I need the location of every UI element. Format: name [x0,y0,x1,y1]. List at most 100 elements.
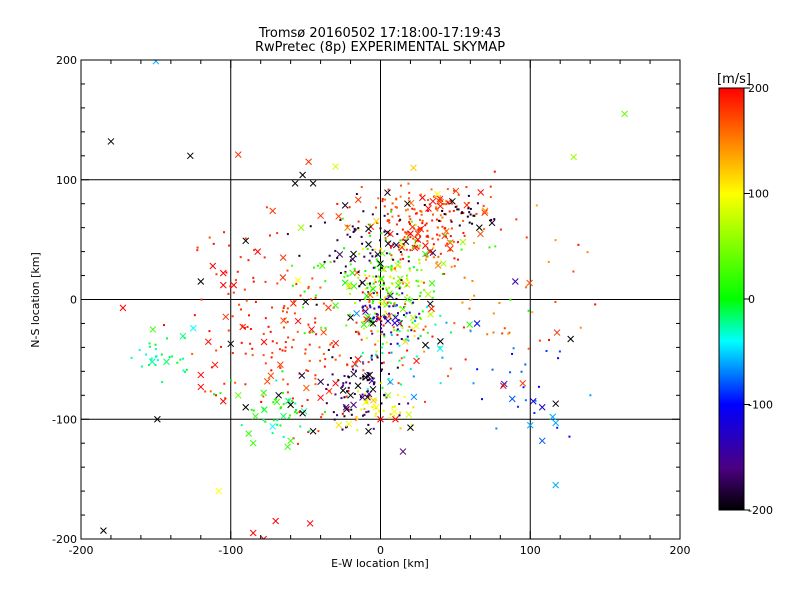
data-point-dot [287,336,290,339]
data-point-cross [434,262,442,269]
data-point-dot [367,361,370,364]
data-point-dot [269,330,272,333]
data-point-dot [368,259,371,262]
data-point-dot [460,212,463,215]
data-point-cross [342,403,350,411]
data-point-dot [392,305,395,308]
data-point-dot [352,230,355,233]
data-point-dot [334,393,337,396]
data-point-dot [382,283,385,286]
data-point-cross [481,209,489,216]
data-point-dot [449,219,452,222]
data-point-cross [552,400,560,408]
data-point-dot [168,356,171,359]
data-point-cross [377,276,385,284]
data-point-dot [324,358,327,361]
data-point-cross [285,397,292,405]
data-point-dot [396,333,399,336]
data-point-dot [417,228,420,231]
data-point-dot [333,260,336,263]
data-point-dot [412,266,415,269]
data-point-dot [396,393,399,396]
data-point-cross [309,179,317,187]
data-point-dot [388,312,391,315]
data-point-dot [314,377,317,380]
data-point-cross [365,241,372,248]
data-point-dot [210,366,213,369]
data-point-dot [361,242,364,245]
data-point-dot [357,276,360,279]
data-point-dot [381,330,384,333]
data-point-dot [471,222,474,225]
data-point-dot [446,242,449,245]
data-point-cross [209,262,217,270]
data-point-dot [361,291,364,294]
data-point-dot [385,297,388,300]
data-point-dot [380,232,383,235]
data-point-dot [243,288,246,291]
data-point-dot [386,220,389,223]
data-point-dot [414,319,417,322]
data-point-dot [413,245,416,248]
data-point-cross [392,241,400,249]
data-point-dot [355,364,358,367]
data-point-dot [312,266,315,269]
data-point-dot [224,397,227,400]
data-point-dot [489,185,492,188]
data-point-dot [171,355,174,358]
data-point-dot [376,313,379,316]
data-point-dot [403,356,406,359]
data-point-dot [395,206,398,209]
data-point-dot [419,193,422,196]
data-point-dot [358,285,361,288]
data-point-cross [424,290,432,298]
data-point-dot [264,280,267,283]
data-point-dot [307,431,310,434]
data-point-dot [449,199,452,202]
data-point-dot [406,236,409,239]
data-point-dot [314,374,317,377]
data-point-cross [279,274,287,281]
data-point-dot [374,397,377,400]
data-point-dot [196,246,199,249]
data-point-cross [409,314,417,322]
data-point-dot [349,263,352,266]
data-point-dot [416,212,419,215]
data-point-dot [276,282,279,285]
colorbar [718,87,745,511]
data-point-dot [398,219,401,222]
data-point-dot [311,331,314,334]
data-point-dot [372,300,375,303]
data-point-dot [469,330,472,333]
data-point-dot [376,221,379,224]
data-point-dot [323,221,326,224]
data-point-dot [416,229,419,232]
data-point-dot [284,346,287,349]
data-point-dot [253,249,256,252]
data-point-dot [228,244,231,247]
data-point-dot [425,222,428,225]
data-point-dot [380,402,383,405]
data-point-dot [308,343,311,346]
data-point-dot [368,304,371,307]
data-point-dot [293,300,296,303]
data-point-cross [294,276,302,284]
data-point-dot [534,399,537,402]
data-point-dot [412,375,415,378]
data-point-dot [375,412,378,415]
data-point-cross [549,413,557,421]
data-point-cross [398,244,406,251]
data-point-dot [451,202,454,205]
data-point-dot [366,379,369,382]
data-point-cross [475,224,483,232]
data-point-dot [399,383,402,386]
data-point-dot [417,247,420,250]
colorbar-tick-label: -200 [748,504,773,517]
data-point-cross [412,322,420,330]
data-point-dot [336,202,339,205]
data-point-dot [417,240,420,243]
data-point-dot [457,208,460,211]
data-point-dot [244,383,247,386]
data-point-dot [407,255,410,258]
data-point-dot [572,270,575,273]
